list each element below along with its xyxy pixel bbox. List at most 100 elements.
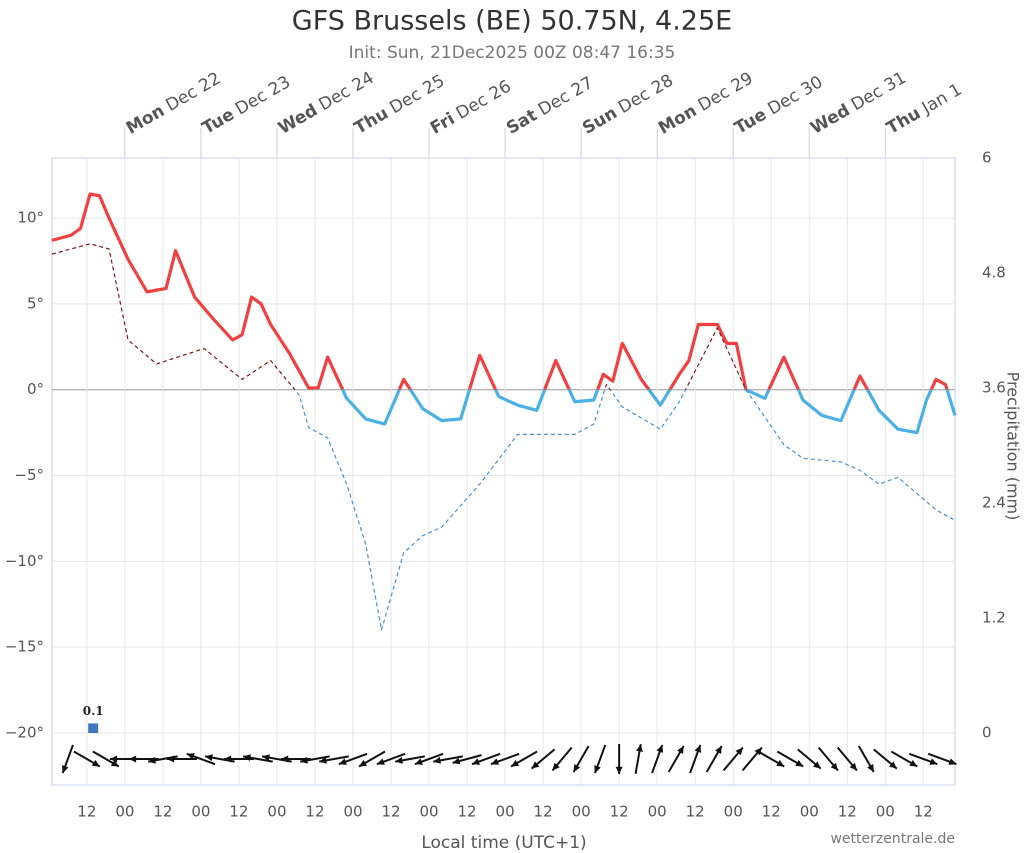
wind-arrow [92,750,120,768]
wind-arrow [319,755,349,764]
x-tick-label: 12 [229,803,248,821]
x-tick-label: 00 [267,803,286,821]
credit: wetterzentrale.de [830,831,955,847]
x-tick-label: 00 [496,803,515,821]
chart-title: GFS Brussels (BE) 50.75N, 4.25E [292,6,732,37]
wind-arrow [873,748,898,770]
y-tick-label: 5° [27,294,44,312]
weekday: Sun [579,103,621,139]
wind-arrow [776,750,804,768]
y-tick-label: 10° [17,209,44,227]
date: Dec 29 [695,69,757,116]
weekday: Fri [427,109,458,139]
x-tick-label: 12 [534,803,553,821]
wind-arrow [594,744,607,774]
wind-arrow [651,744,664,774]
wind-arrow [471,752,501,766]
date: Dec 26 [453,76,515,123]
x-tick-label: 12 [153,803,172,821]
wind-arrow [797,748,822,770]
x-tick-label: 00 [800,803,819,821]
y2-axis-label: Precipitation (mm) [1004,372,1023,521]
x-tick-label: 00 [191,803,210,821]
precip-bar [88,723,99,733]
x-tick-label: 12 [914,803,933,821]
wind-arrow [890,750,918,768]
wind-arrow [667,745,685,773]
weekday: Wed [807,100,853,138]
temperature-line [51,192,957,435]
wind-arrow [908,752,938,766]
wind-arrow [857,745,875,773]
y-tick-label: −5° [14,466,44,484]
weekday: Wed [275,100,321,138]
x-axis-label: Local time (UTC+1) [421,833,586,853]
data-label: 0.1 [83,704,104,718]
date: Dec 30 [764,72,826,119]
wind-arrow [300,755,330,764]
x-tick-label: 00 [343,803,362,821]
y2-tick-label: 0 [982,724,992,742]
date: Dec 25 [386,71,448,118]
wind-arrow [338,752,368,766]
wind-arrow [414,752,444,766]
wind-arrow [490,752,520,766]
wind-arrow [510,750,538,768]
x-tick-label: 00 [572,803,591,821]
x-tick-label: 12 [762,803,781,821]
x-tick-label: 00 [648,803,667,821]
x-tick-label: 12 [610,803,629,821]
weekday: Sat [503,105,541,138]
x-tick-label: 00 [115,803,134,821]
x-tick-label: 00 [419,803,438,821]
y-tick-label: −10° [5,552,44,570]
y2-tick-label: 6 [982,149,992,167]
wind-arrow [186,752,216,766]
wind-arrow [817,746,839,772]
date: Dec 27 [535,73,597,120]
x-tick-label: 12 [381,803,400,821]
weekday: Thu [883,103,924,138]
date: Jan 1 [918,80,966,119]
y2-tick-label: 4.8 [982,264,1006,282]
wind-arrow [634,744,643,774]
x-tick-label: 12 [838,803,857,821]
weekday: Mon [123,101,168,139]
wind-arrow [73,750,101,768]
wind-arrow [433,755,463,764]
wind-arrow [689,744,702,774]
date: Dec 24 [316,68,378,115]
x-tick-label: 00 [724,803,743,821]
wind-arrow [530,748,556,770]
wind-arrow [376,752,406,766]
y2-tick-label: 3.6 [982,379,1006,397]
weekday: Mon [655,101,700,139]
wind-arrow [572,745,590,773]
x-tick-label: 12 [77,803,96,821]
date: Dec 23 [232,72,294,119]
weekday: Thu [351,103,392,138]
wind-arrow [243,754,273,763]
wind-arrow [705,745,723,773]
weekday: Tue [731,105,770,139]
wind-arrow [757,750,785,768]
y-tick-label: −15° [5,638,44,656]
x-tick-label: 12 [458,803,477,821]
wind-arrow [615,744,623,774]
wind-arrow [358,750,386,768]
date: Dec 28 [615,71,677,118]
chart-subtitle: Init: Sun, 21Dec2025 00Z 08:47 16:35 [349,43,676,63]
wind-arrow [836,746,858,772]
wind-arrow [452,754,482,765]
wind-arrow [927,752,957,766]
date: Dec 22 [162,69,224,116]
date: Dec 31 [848,68,910,115]
y-tick-label: −20° [5,724,44,742]
plot-area [51,157,956,786]
y-tick-label: 0° [27,380,44,398]
x-tick-label: 12 [686,803,705,821]
wind-arrow [722,746,744,772]
y2-tick-label: 2.4 [982,494,1006,512]
wind-arrow [551,746,573,772]
